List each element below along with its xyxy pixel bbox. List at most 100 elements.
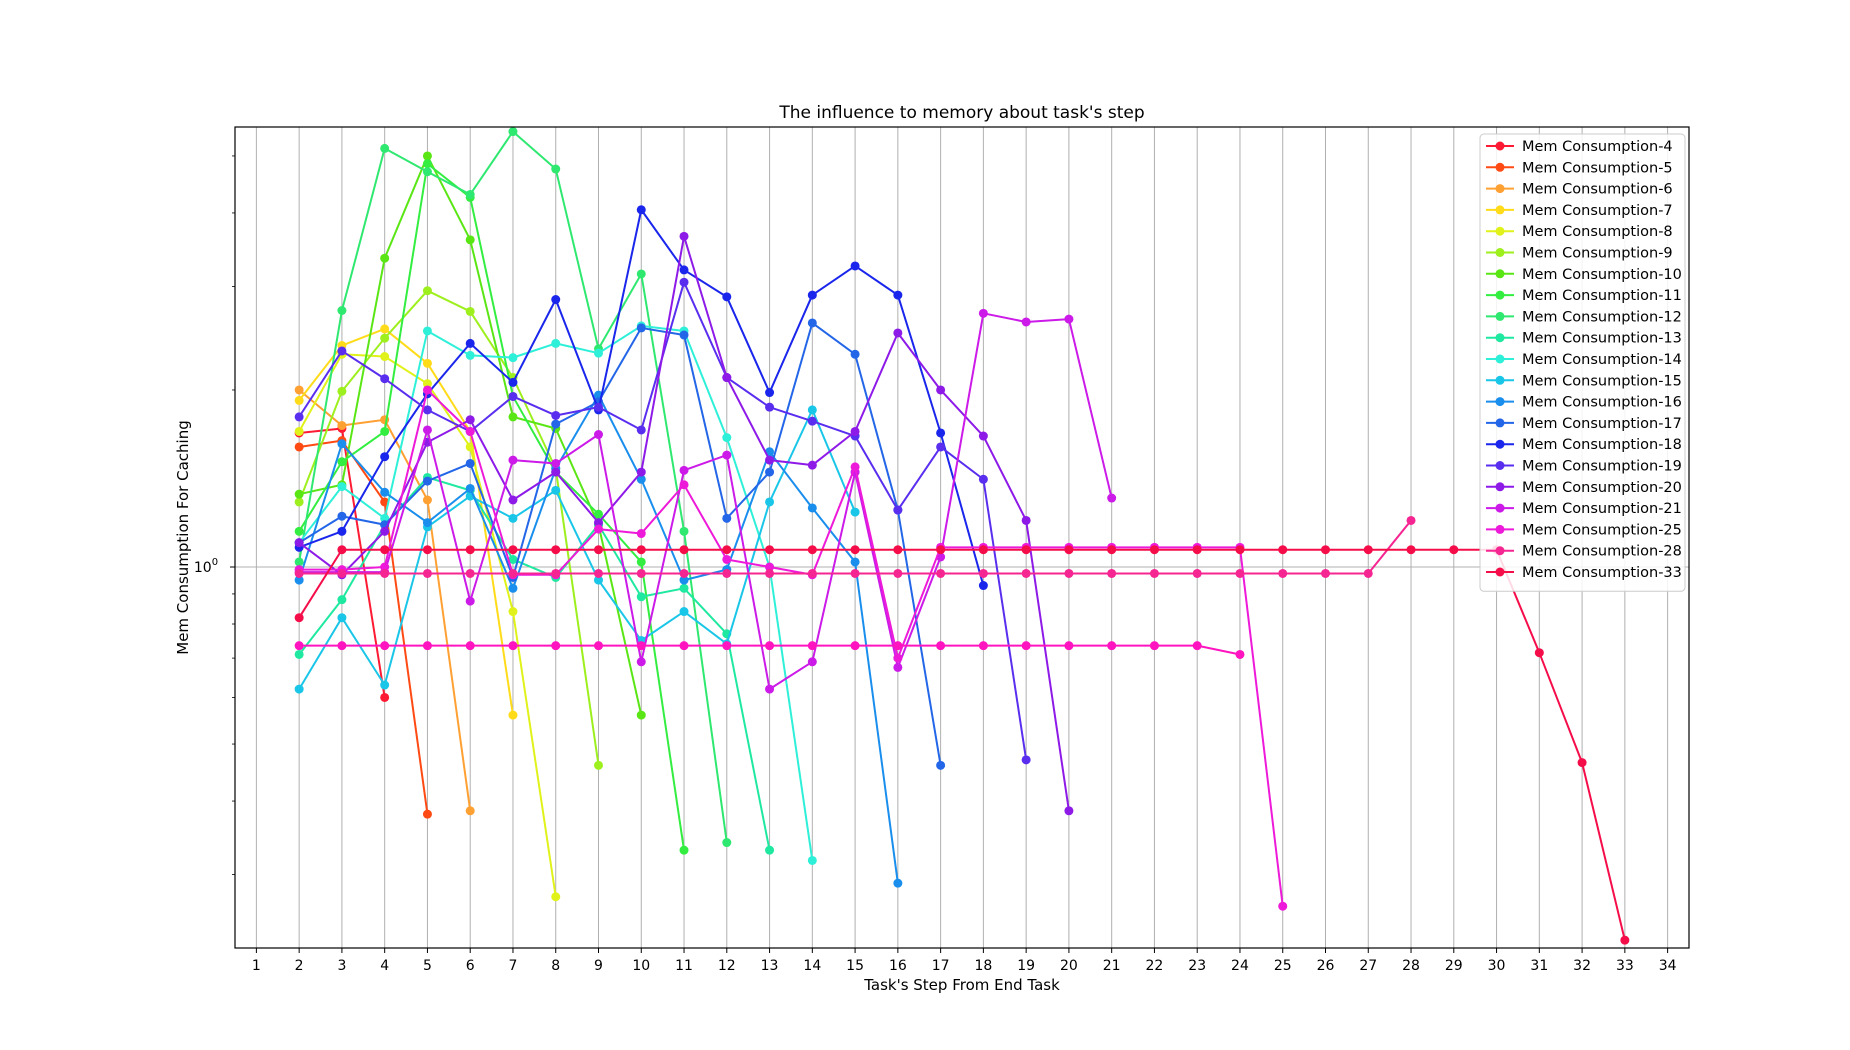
legend-box bbox=[1479, 133, 1686, 592]
data-point bbox=[722, 513, 732, 523]
data-point bbox=[422, 151, 432, 161]
data-point bbox=[936, 442, 946, 452]
data-point bbox=[508, 554, 518, 564]
data-point bbox=[765, 641, 775, 651]
data-point bbox=[636, 568, 646, 578]
data-point bbox=[465, 189, 475, 199]
series-line bbox=[299, 439, 429, 815]
legend-label: Mem Consumption-10 bbox=[1522, 267, 1682, 283]
x-tick-label: 27 bbox=[1359, 958, 1377, 974]
data-point bbox=[1278, 901, 1288, 911]
legend-marker bbox=[1495, 290, 1505, 300]
data-point bbox=[978, 568, 988, 578]
data-point bbox=[594, 430, 603, 440]
legend-marker bbox=[1495, 205, 1505, 215]
x-tick-label: 19 bbox=[1017, 958, 1035, 974]
legend-entry: Mem Consumption-19 bbox=[1486, 459, 1682, 475]
data-point bbox=[978, 431, 988, 441]
data-point bbox=[722, 568, 732, 578]
data-point bbox=[1149, 545, 1159, 555]
data-point bbox=[380, 562, 390, 572]
data-point bbox=[893, 505, 903, 515]
data-point bbox=[294, 641, 304, 651]
legend-marker bbox=[1495, 567, 1505, 577]
legend-marker bbox=[1495, 269, 1505, 279]
data-point bbox=[636, 657, 646, 667]
data-point bbox=[337, 511, 347, 521]
data-point bbox=[765, 455, 775, 465]
data-point bbox=[465, 483, 475, 493]
data-point bbox=[594, 402, 603, 412]
data-point bbox=[294, 526, 304, 536]
x-tick-label: 14 bbox=[803, 958, 821, 974]
data-point bbox=[551, 410, 561, 420]
x-tick-label: 10 bbox=[632, 958, 650, 974]
legend-marker bbox=[1495, 226, 1505, 236]
data-point bbox=[636, 592, 646, 602]
x-tick-label: 22 bbox=[1146, 958, 1164, 974]
data-point bbox=[1107, 568, 1117, 578]
data-point bbox=[508, 353, 518, 363]
data-point bbox=[1021, 755, 1031, 765]
data-point bbox=[1107, 641, 1117, 651]
data-point bbox=[636, 323, 646, 333]
x-tick-label: 23 bbox=[1188, 958, 1206, 974]
legend-marker bbox=[1495, 162, 1505, 172]
data-point bbox=[337, 306, 347, 316]
data-point bbox=[380, 568, 390, 578]
data-point bbox=[422, 545, 432, 555]
legend-entry: Mem Consumption-8 bbox=[1486, 224, 1673, 240]
data-point bbox=[893, 328, 903, 338]
legend-entry: Mem Consumption-4 bbox=[1486, 139, 1673, 155]
data-point bbox=[1620, 935, 1630, 945]
x-tick-label: 2 bbox=[295, 958, 304, 974]
x-tick-label: 31 bbox=[1530, 958, 1548, 974]
data-point bbox=[722, 433, 732, 443]
data-point bbox=[1534, 648, 1544, 658]
x-tick-label: 3 bbox=[337, 958, 346, 974]
data-point bbox=[636, 474, 646, 484]
data-point bbox=[551, 295, 561, 305]
x-tick-label: 18 bbox=[974, 958, 992, 974]
data-point bbox=[1577, 758, 1587, 768]
legend-entry: Mem Consumption-16 bbox=[1486, 395, 1682, 411]
data-point bbox=[337, 439, 347, 449]
legend-label: Mem Consumption-16 bbox=[1522, 395, 1682, 411]
data-point bbox=[807, 460, 817, 470]
data-point bbox=[765, 845, 775, 855]
data-point bbox=[508, 607, 518, 617]
legend-marker bbox=[1495, 141, 1505, 151]
legend-entry: Mem Consumption-20 bbox=[1486, 480, 1682, 496]
data-point bbox=[893, 545, 903, 555]
legend-marker bbox=[1495, 461, 1505, 470]
data-point bbox=[551, 568, 561, 578]
y-axis-title: Mem Consumption For Caching bbox=[174, 420, 192, 655]
plot-series bbox=[294, 127, 1630, 945]
data-point bbox=[893, 653, 903, 663]
series-line bbox=[298, 408, 857, 690]
data-point bbox=[380, 143, 390, 153]
data-point bbox=[294, 613, 304, 623]
legend-entry: Mem Consumption-21 bbox=[1486, 501, 1682, 517]
x-tick-label: 34 bbox=[1659, 958, 1677, 974]
data-point bbox=[508, 583, 518, 593]
legend-label: Mem Consumption-28 bbox=[1522, 544, 1682, 560]
data-point bbox=[978, 581, 988, 591]
data-point bbox=[465, 426, 475, 436]
x-tick-label: 6 bbox=[466, 958, 475, 974]
legend-marker bbox=[1495, 397, 1505, 407]
data-point bbox=[380, 680, 390, 690]
legend-label: Mem Consumption-12 bbox=[1522, 309, 1682, 325]
series-line bbox=[299, 312, 1113, 691]
series-20 bbox=[294, 515, 1416, 578]
x-tick-label: 21 bbox=[1103, 958, 1121, 974]
data-point bbox=[636, 205, 646, 215]
data-point bbox=[380, 487, 390, 497]
plot-area-frame bbox=[234, 126, 1690, 949]
data-point bbox=[508, 412, 518, 422]
x-tick-label: 11 bbox=[675, 958, 693, 974]
data-point bbox=[380, 452, 390, 462]
data-point bbox=[1235, 545, 1245, 555]
data-point bbox=[422, 809, 432, 819]
data-point bbox=[936, 568, 946, 578]
